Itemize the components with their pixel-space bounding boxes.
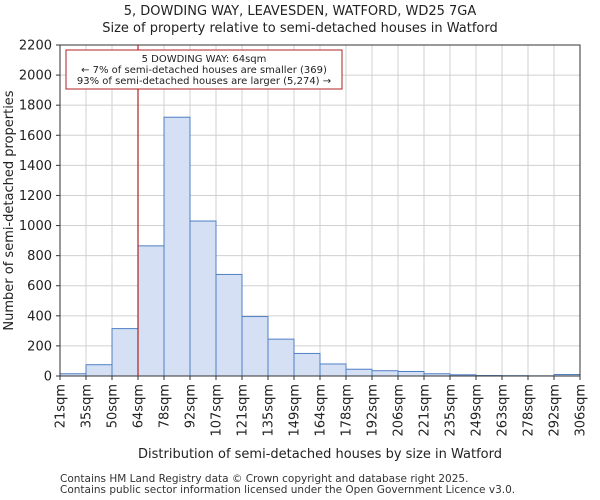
histogram-bar bbox=[345, 368, 373, 377]
x-tick-label: 107sqm bbox=[210, 384, 225, 437]
histogram-bar bbox=[137, 245, 165, 377]
y-tick-label: 200 bbox=[27, 339, 52, 354]
y-tick-label: 2200 bbox=[19, 39, 52, 54]
y-tick-label: 2000 bbox=[19, 69, 52, 84]
histogram-bar bbox=[241, 316, 269, 377]
y-tick-label: 800 bbox=[27, 249, 52, 264]
x-tick-label: 92sqm bbox=[184, 384, 199, 428]
histogram-bar bbox=[85, 364, 113, 377]
histogram-bar bbox=[371, 370, 399, 377]
x-tick-label: 192sqm bbox=[366, 384, 381, 437]
histogram-bar bbox=[267, 338, 295, 377]
histogram-bar bbox=[293, 352, 321, 377]
annotation-line-3: 93% of semi-detached houses are larger (… bbox=[77, 76, 331, 87]
histogram-bar bbox=[111, 328, 139, 377]
histogram-bar bbox=[215, 273, 243, 377]
x-tick-label: 149sqm bbox=[288, 384, 303, 437]
x-tick-label: 121sqm bbox=[236, 384, 251, 437]
x-tick-label: 64sqm bbox=[132, 384, 147, 428]
x-tick-label: 78sqm bbox=[158, 384, 173, 428]
annotation-line-1: 5 DOWDING WAY: 64sqm bbox=[142, 54, 267, 65]
x-tick-label: 249sqm bbox=[470, 384, 485, 437]
x-axis-label: Distribution of semi-detached houses by … bbox=[138, 447, 502, 462]
x-tick-label: 292sqm bbox=[548, 384, 563, 437]
chart-subtitle: Size of property relative to semi-detach… bbox=[102, 21, 498, 36]
histogram-bar bbox=[163, 116, 191, 377]
y-tick-label: 400 bbox=[27, 309, 52, 324]
x-tick-label: 306sqm bbox=[574, 384, 589, 437]
annotation-line-2: ← 7% of semi-detached houses are smaller… bbox=[81, 65, 327, 76]
y-tick-label: 1400 bbox=[19, 159, 52, 174]
footer-line-2: Contains public sector information licen… bbox=[60, 484, 516, 496]
y-tick-label: 0 bbox=[44, 370, 52, 385]
histogram-bar bbox=[319, 363, 347, 377]
footer-line-1: Contains HM Land Registry data © Crown c… bbox=[60, 473, 469, 485]
histogram-bar bbox=[397, 370, 425, 377]
y-axis-label: Number of semi-detached properties bbox=[2, 90, 17, 330]
histogram-bar bbox=[189, 220, 217, 377]
x-tick-label: 178sqm bbox=[340, 384, 355, 437]
y-tick-label: 1000 bbox=[19, 219, 52, 234]
x-tick-label: 206sqm bbox=[392, 384, 407, 437]
x-tick-label: 221sqm bbox=[418, 384, 433, 437]
chart-title: 5, DOWDING WAY, LEAVESDEN, WATFORD, WD25… bbox=[123, 4, 477, 19]
y-tick-label: 1800 bbox=[19, 99, 52, 114]
x-tick-label: 263sqm bbox=[496, 384, 511, 437]
x-tick-label: 21sqm bbox=[54, 384, 69, 428]
annotation-box bbox=[65, 49, 343, 90]
x-tick-label: 235sqm bbox=[444, 384, 459, 437]
x-tick-label: 164sqm bbox=[314, 384, 329, 437]
y-tick-label: 1200 bbox=[19, 189, 52, 204]
x-tick-label: 278sqm bbox=[522, 384, 537, 437]
y-tick-label: 1600 bbox=[19, 129, 52, 144]
x-tick-label: 50sqm bbox=[106, 384, 121, 428]
x-tick-label: 135sqm bbox=[262, 384, 277, 437]
x-tick-label: 35sqm bbox=[80, 384, 95, 428]
y-tick-label: 600 bbox=[27, 279, 52, 294]
